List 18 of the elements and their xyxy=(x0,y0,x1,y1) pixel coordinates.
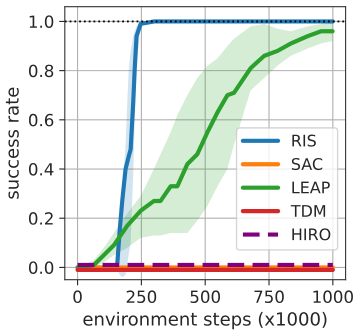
x-tick-label: 750 xyxy=(254,290,284,304)
x-tick-label: 250 xyxy=(126,290,156,304)
y-tick-label: 0.8 xyxy=(28,64,54,78)
legend-label: LEAP xyxy=(292,182,330,194)
legend-label: HIRO xyxy=(292,228,330,240)
y-tick-label: 1.0 xyxy=(30,15,54,28)
y-tick-label: 0.0 xyxy=(28,261,54,274)
x-tick-label: 0 xyxy=(73,290,82,304)
legend-label: RIS xyxy=(292,134,316,147)
legend-label: TDM xyxy=(290,205,326,217)
x-tick-label: 1000 xyxy=(313,290,353,304)
legend-label: SAC xyxy=(292,158,322,170)
y-tick-label: 0.4 xyxy=(28,162,54,176)
y-tick-label: 0.6 xyxy=(28,114,54,126)
x-axis-title: environment steps (x1000) xyxy=(83,312,326,330)
x-tick-label: 500 xyxy=(190,290,220,304)
y-tick-label: 0.2 xyxy=(28,212,53,225)
y-axis-title: success rate xyxy=(6,88,19,199)
